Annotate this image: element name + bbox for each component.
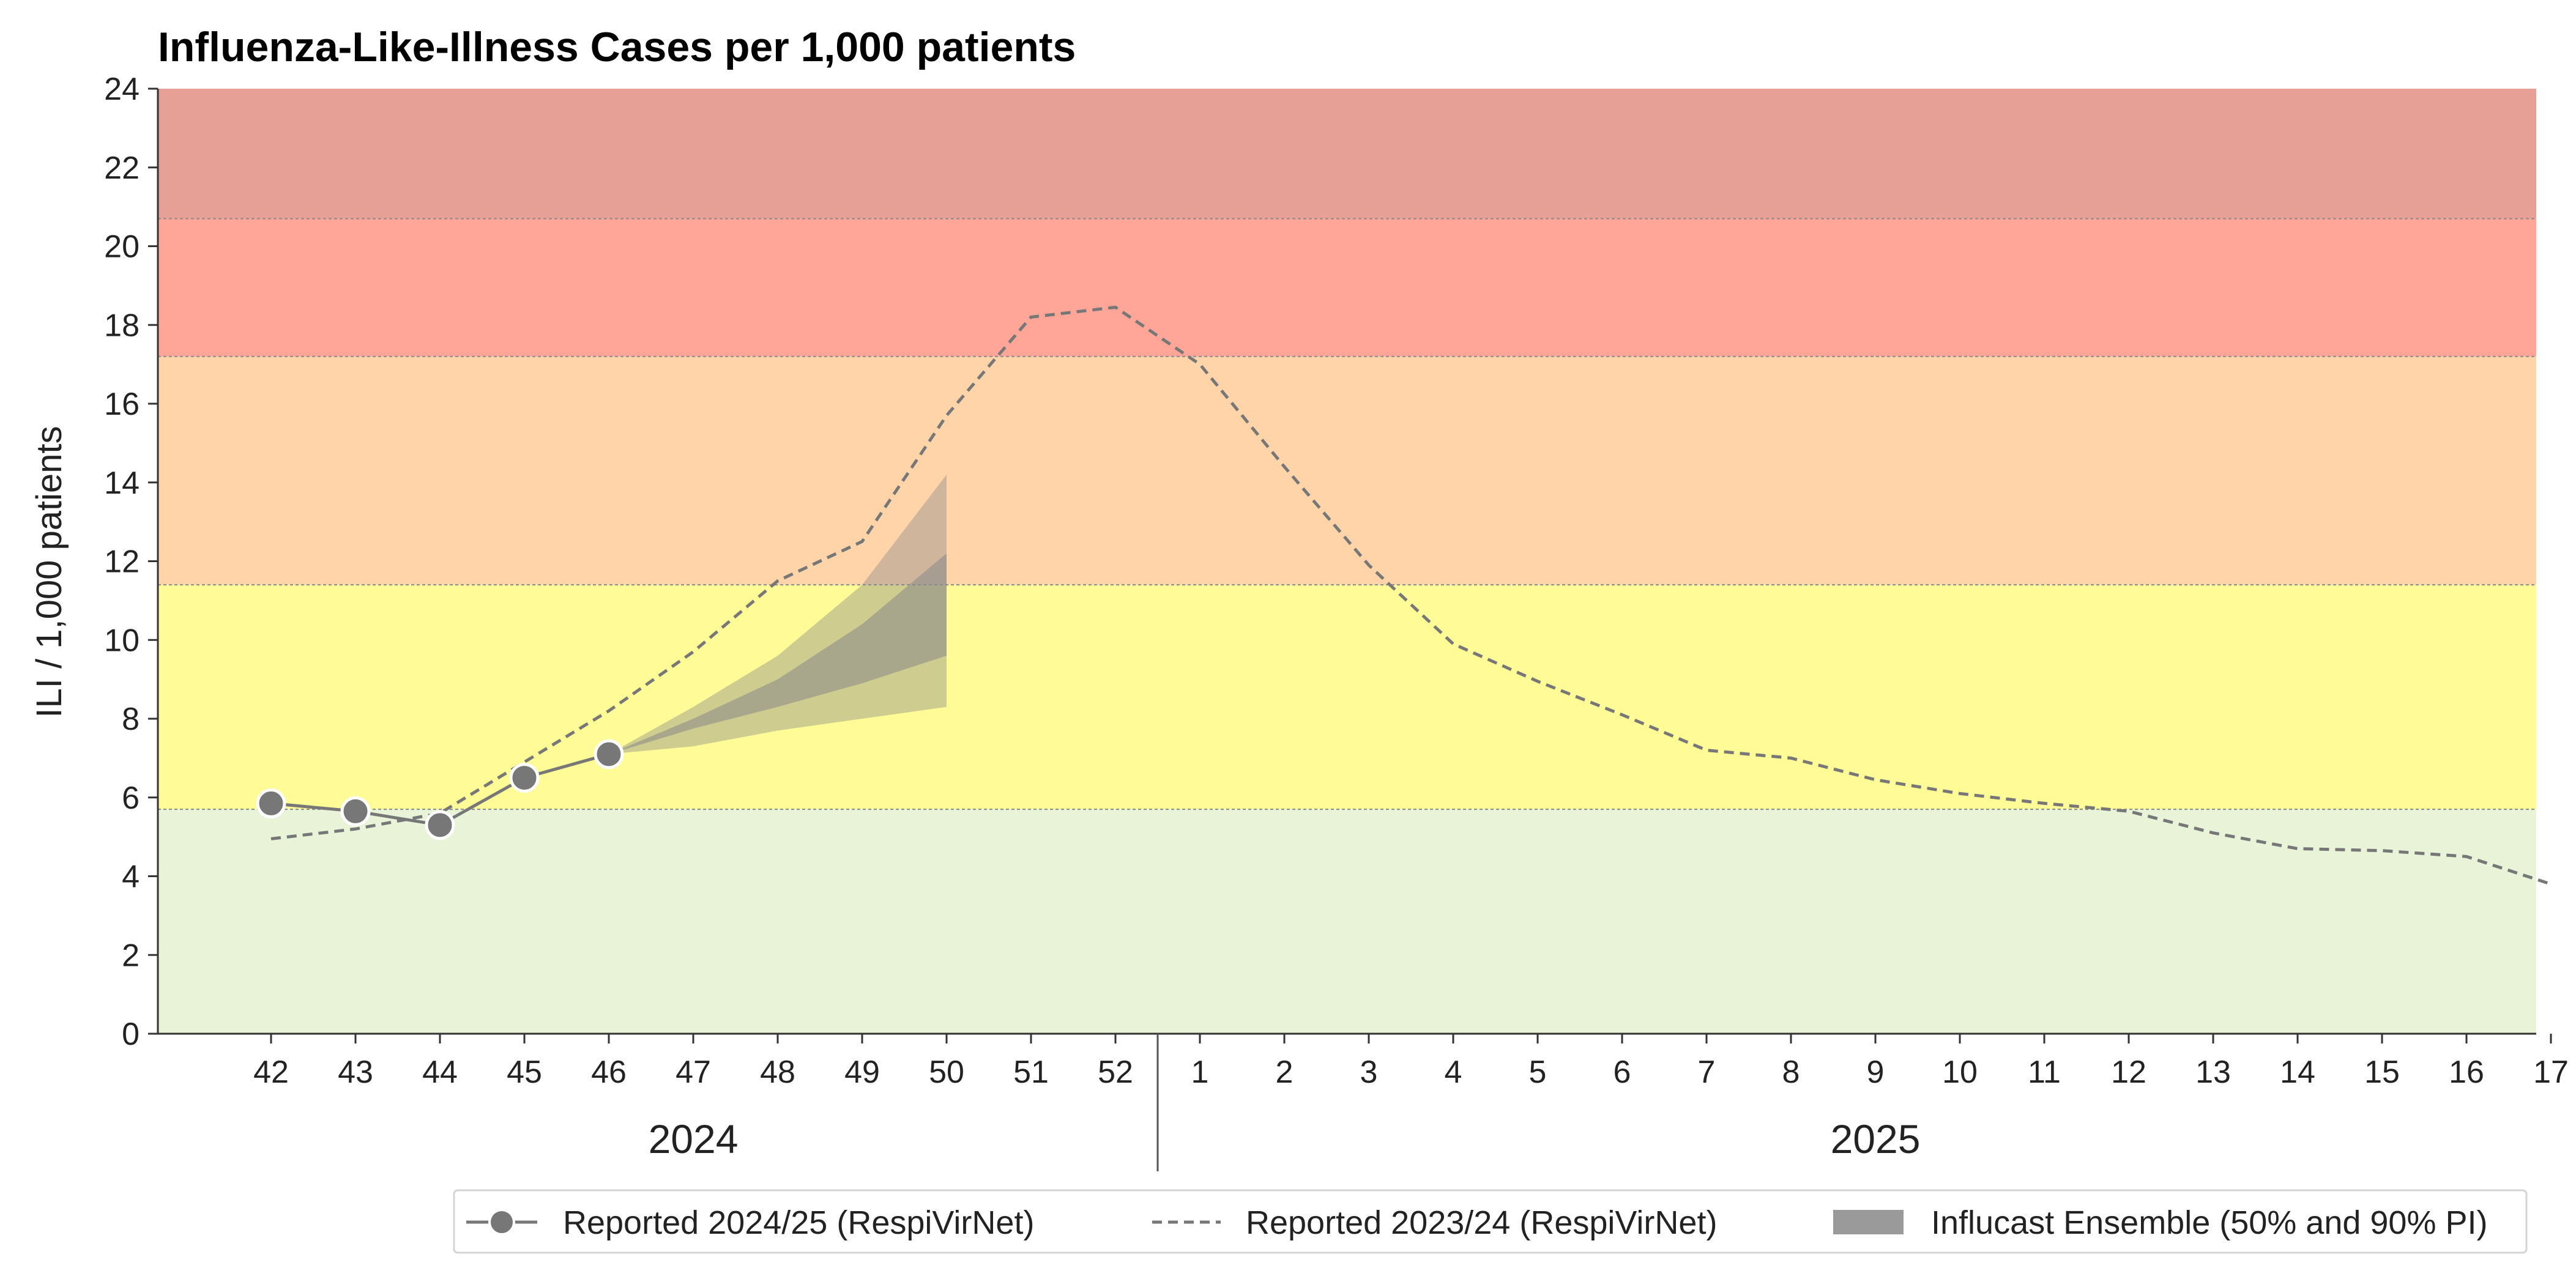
year-labels: 2024 2025 xyxy=(649,1034,1921,1171)
x-tick-label-8: 50 xyxy=(929,1055,964,1090)
intensity-band-0 xyxy=(158,809,2536,1034)
x-tick-label-25: 15 xyxy=(2364,1055,2400,1090)
y-tick-label-6: 6 xyxy=(122,780,140,816)
data-point-week-42 xyxy=(256,788,286,818)
y-tick-label-0: 0 xyxy=(122,1017,140,1052)
x-tick-label-12: 2 xyxy=(1276,1055,1294,1090)
y-tick-label-16: 16 xyxy=(104,387,140,422)
forecast-bands xyxy=(609,474,947,754)
x-tick-label-22: 12 xyxy=(2111,1055,2146,1090)
intensity-bands xyxy=(158,89,2536,1034)
x-tick-label-15: 5 xyxy=(1529,1055,1547,1090)
legend-patch-icon xyxy=(1833,1210,1904,1234)
y-tick-label-4: 4 xyxy=(122,859,140,895)
x-tick-label-10: 52 xyxy=(1098,1055,1133,1090)
x-tick-label-26: 16 xyxy=(2449,1055,2484,1090)
series-line-reported-2023 xyxy=(270,305,2552,886)
x-tick-label-27: 17 xyxy=(2533,1055,2569,1090)
forecast-band-90pi xyxy=(609,474,947,754)
x-tick-label-6: 48 xyxy=(760,1055,795,1090)
intensity-band-1 xyxy=(158,585,2536,810)
chart-title: Influenza-Like-Illness Cases per 1,000 p… xyxy=(158,24,1076,70)
y-tick-label-24: 24 xyxy=(104,72,140,107)
legend-label-reported-2024: Reported 2024/25 (RespiVirNet) xyxy=(563,1204,1034,1241)
x-tick-label-1: 43 xyxy=(338,1055,373,1090)
y-tick-label-22: 22 xyxy=(104,150,140,186)
x-tick-label-21: 11 xyxy=(2028,1055,2061,1090)
year-label-2025: 2025 xyxy=(1831,1116,1921,1162)
x-tick-label-7: 49 xyxy=(844,1055,880,1090)
data-point-week-44 xyxy=(425,810,455,840)
legend: Reported 2024/25 (RespiVirNet) Reported … xyxy=(453,1189,2528,1254)
series-lines xyxy=(256,305,2552,886)
data-point-week-46 xyxy=(594,739,624,769)
x-tick-label-17: 7 xyxy=(1698,1055,1716,1090)
x-tick-label-23: 13 xyxy=(2195,1055,2231,1090)
x-tick-label-0: 42 xyxy=(253,1055,289,1090)
x-tick-label-14: 4 xyxy=(1445,1055,1462,1090)
x-tick-label-9: 51 xyxy=(1013,1055,1049,1090)
intensity-band-2 xyxy=(158,356,2536,585)
data-point-week-45 xyxy=(509,763,540,793)
x-tick-label-19: 9 xyxy=(1867,1055,1885,1090)
forecast-band-50pi xyxy=(609,553,947,754)
legend-frame xyxy=(453,1189,2528,1254)
y-tick-label-20: 20 xyxy=(104,229,140,265)
x-tick-label-13: 3 xyxy=(1360,1055,1378,1090)
x-tick-label-11: 1 xyxy=(1191,1055,1209,1090)
intensity-band-3 xyxy=(158,218,2536,357)
x-tick-label-4: 46 xyxy=(591,1055,627,1090)
intensity-band-4 xyxy=(158,89,2536,219)
legend-label-reported-2023: Reported 2023/24 (RespiVirNet) xyxy=(1246,1204,1717,1241)
y-tick-label-18: 18 xyxy=(104,308,140,343)
y-tick-label-8: 8 xyxy=(122,702,140,737)
x-tick-label-5: 47 xyxy=(676,1055,711,1090)
y-tick-label-2: 2 xyxy=(122,938,140,973)
y-axis-label: ILI / 1,000 patients xyxy=(29,426,69,717)
data-point-week-43 xyxy=(340,796,371,826)
x-tick-label-16: 6 xyxy=(1614,1055,1631,1090)
y-tick-label-12: 12 xyxy=(104,544,140,580)
x-tick-label-3: 45 xyxy=(507,1055,542,1090)
x-axis-ticks: 42 43 44 45 46 47 48 49 50 51 52 1 2 3 4 5 6 7 8 9 10 11 12 13 1… xyxy=(253,1034,2569,1090)
year-label-2024: 2024 xyxy=(649,1116,739,1162)
y-tick-label-10: 10 xyxy=(104,623,140,658)
x-tick-label-20: 10 xyxy=(1942,1055,1978,1090)
legend-label-ensemble: Influcast Ensemble (50% and 90% PI) xyxy=(1931,1204,2487,1241)
legend-marker-icon xyxy=(488,1209,515,1236)
x-tick-label-24: 14 xyxy=(2280,1055,2315,1090)
x-tick-label-18: 8 xyxy=(1782,1055,1800,1090)
x-tick-label-2: 44 xyxy=(422,1055,458,1090)
y-tick-label-14: 14 xyxy=(104,465,140,501)
